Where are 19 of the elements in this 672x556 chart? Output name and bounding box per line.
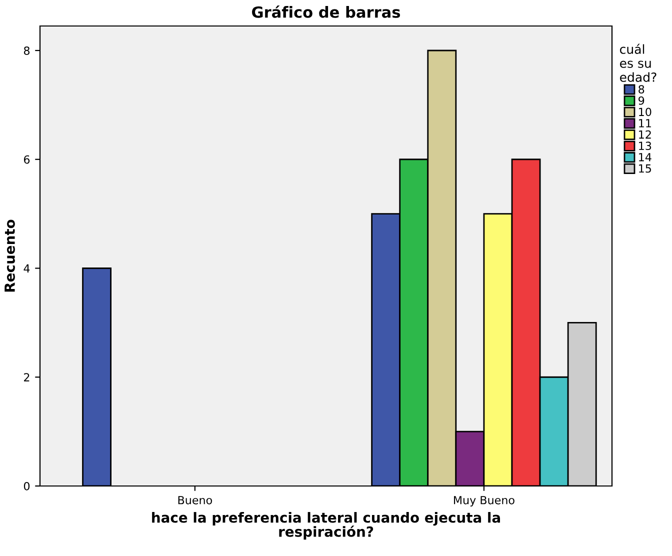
legend-label: 13 — [639, 142, 652, 150]
y-tick-label: 4 — [24, 264, 30, 272]
legend-label: 10 — [639, 108, 652, 116]
x-tick-label: Muy Bueno — [454, 496, 514, 506]
y-tick-label: 2 — [24, 373, 30, 382]
legend-label: 8 — [638, 85, 644, 94]
y-tick-label: 0 — [24, 482, 30, 490]
legend-label: 12 — [639, 130, 651, 139]
legend-label: 11 — [639, 119, 651, 128]
legend-label: 14 — [639, 153, 652, 162]
y-axis-title: Recuento — [4, 220, 15, 292]
legend-title: cuál es su edad? — [620, 44, 656, 82]
y-tick-label: 8 — [24, 46, 30, 55]
legend-label: 9 — [638, 96, 644, 105]
x-tick-label: Bueno — [178, 496, 212, 504]
x-axis-title: hace la preferencia lateral cuando ejecuta la respiración? — [152, 512, 500, 540]
legend-label: 15 — [639, 164, 651, 173]
chart-title: Gráfico de barras — [252, 5, 400, 18]
y-tick-label: 6 — [24, 155, 30, 164]
